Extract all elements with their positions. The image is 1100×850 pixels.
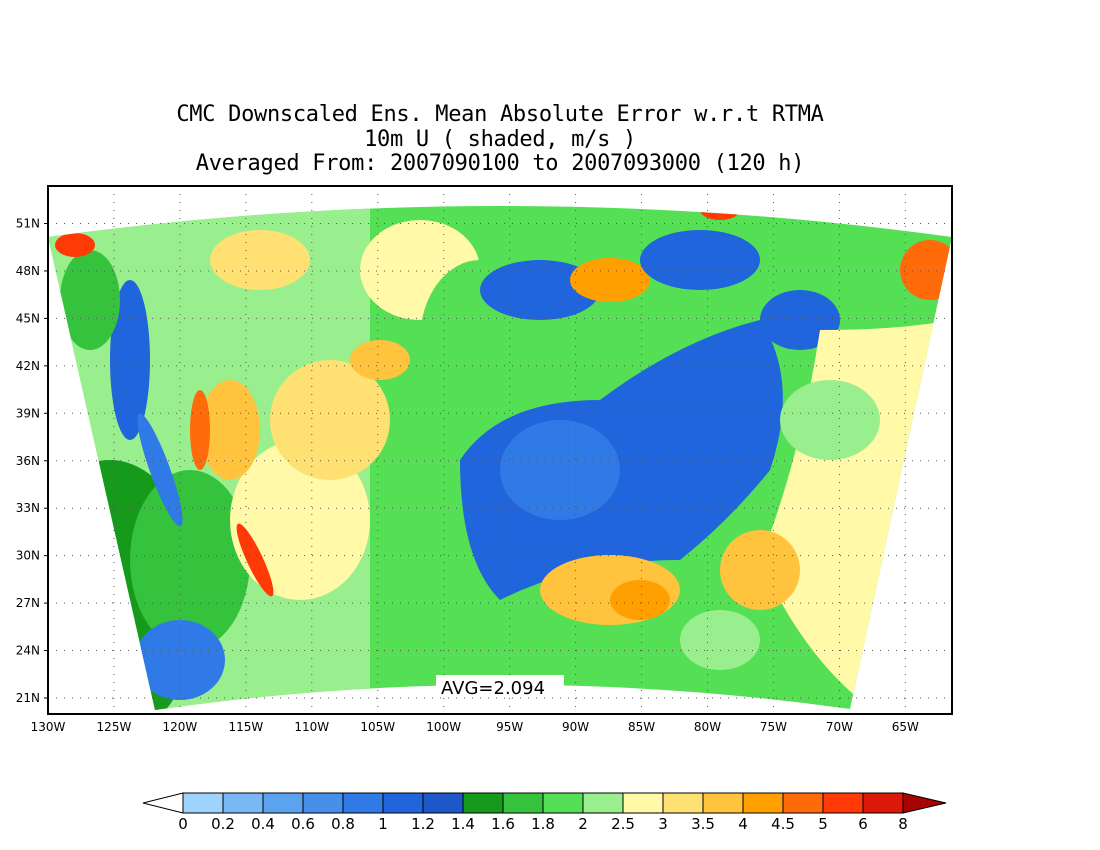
lat-label: 42N — [16, 359, 40, 373]
lon-label: 120W — [163, 720, 198, 734]
colorbar-label: 1 — [378, 815, 388, 833]
colorbar-label: 0.8 — [331, 815, 355, 833]
colorbar-label: 5 — [818, 815, 828, 833]
colorbar-box — [382, 792, 424, 814]
colorbar-box — [222, 792, 264, 814]
colorbar-under-arrow — [142, 792, 184, 814]
lon-label: 130W — [31, 720, 66, 734]
colorbar-label: 2.5 — [611, 815, 635, 833]
colorbar-label: 1.4 — [451, 815, 475, 833]
avg-annotation: AVG=2.094 — [441, 678, 545, 699]
colorbar — [142, 792, 947, 814]
colorbar-label: 0.6 — [291, 815, 315, 833]
lat-label: 48N — [16, 264, 40, 278]
title-line-2: 10m U ( shaded, m/s ) — [364, 127, 636, 152]
colorbar-label: 6 — [858, 815, 868, 833]
colorbar-box — [582, 792, 624, 814]
colorbar-label: 4 — [738, 815, 748, 833]
colorbar-label: 0 — [178, 815, 188, 833]
lon-label: 65W — [892, 720, 919, 734]
colorbar-label: 4.5 — [771, 815, 795, 833]
map-frame — [47, 185, 953, 715]
colorbar-box — [342, 792, 384, 814]
lon-label: 110W — [294, 720, 329, 734]
colorbar-label: 8 — [898, 815, 908, 833]
lon-label: 70W — [826, 720, 853, 734]
lon-label: 90W — [562, 720, 589, 734]
colorbar-box — [302, 792, 344, 814]
colorbar-box — [662, 792, 704, 814]
colorbar-label: 0.2 — [211, 815, 235, 833]
lat-label: 27N — [16, 596, 40, 610]
lat-label: 51N — [16, 217, 40, 231]
lat-label: 39N — [16, 406, 40, 420]
shaded-field — [48, 206, 952, 710]
lat-label: 24N — [16, 644, 40, 658]
colorbar-box — [422, 792, 464, 814]
lat-label: 36N — [16, 454, 40, 468]
colorbar-box — [862, 792, 904, 814]
colorbar-labels: 0 0.2 0.4 0.6 0.8 1 1.2 1.4 1.6 1.8 2 2.5 3 3.5 4 4.5 5 6… — [178, 815, 908, 833]
lon-label: 105W — [360, 720, 395, 734]
colorbar-box — [782, 792, 824, 814]
colorbar-box — [702, 792, 744, 814]
lon-label: 100W — [426, 720, 461, 734]
colorbar-box — [182, 792, 224, 814]
colorbar-label: 3 — [658, 815, 668, 833]
longitude-labels: 130W 125W 120W 115W 110W 105W 100W 95W 90W 85W 80W… — [31, 720, 919, 734]
colorbar-over-arrow — [902, 792, 947, 814]
colorbar-label: 1.2 — [411, 815, 435, 833]
colorbar-box — [742, 792, 784, 814]
lon-label: 115W — [228, 720, 263, 734]
colorbar-label: 3.5 — [691, 815, 715, 833]
colorbar-label: 1.8 — [531, 815, 555, 833]
title-line-1: CMC Downscaled Ens. Mean Absolute Error … — [176, 102, 824, 127]
lat-label: 45N — [16, 311, 40, 325]
lat-label: 30N — [16, 549, 40, 563]
colorbar-label: 0.4 — [251, 815, 275, 833]
colorbar-box — [542, 792, 584, 814]
lon-label: 125W — [97, 720, 132, 734]
lat-label: 21N — [16, 691, 40, 705]
title-line-3: Averaged From: 2007090100 to 2007093000 … — [195, 151, 805, 176]
lat-label: 33N — [16, 501, 40, 515]
lon-label: 80W — [694, 720, 721, 734]
lon-label: 85W — [628, 720, 655, 734]
colorbar-box — [622, 792, 664, 814]
colorbar-label: 1.6 — [491, 815, 515, 833]
colorbar-label: 2 — [578, 815, 588, 833]
colorbar-box — [462, 792, 504, 814]
latitude-labels: 21N 24N 27N 30N 33N 36N 39N 42N 45N 48N 51N — [16, 217, 48, 705]
colorbar-box — [822, 792, 864, 814]
colorbar-box — [262, 792, 304, 814]
avg-annotation-bg — [436, 675, 564, 697]
lon-label: 75W — [760, 720, 787, 734]
lon-label: 95W — [496, 720, 523, 734]
colorbar-box — [502, 792, 544, 814]
map-grid — [48, 186, 952, 714]
